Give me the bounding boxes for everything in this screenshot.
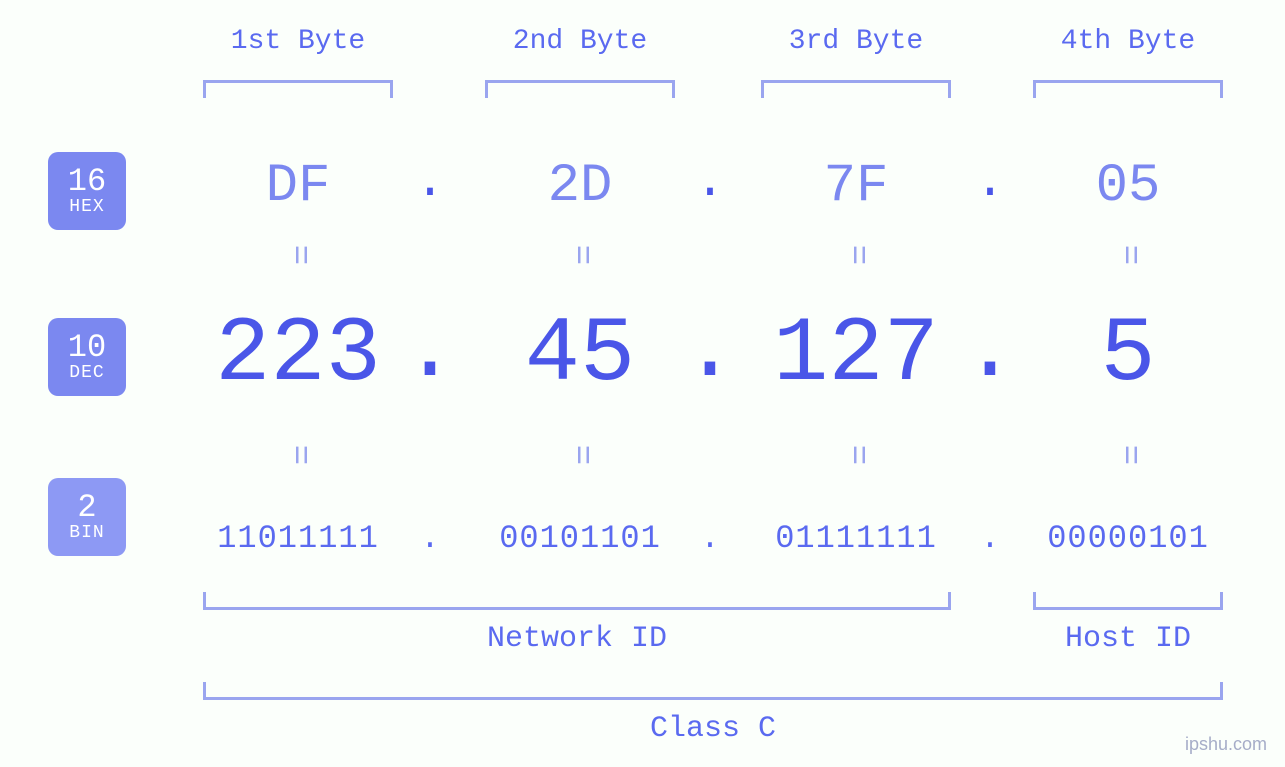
base-badge-bin-num: 2 <box>77 491 96 525</box>
host-id-bracket <box>1033 592 1223 610</box>
dec-dot-2: . <box>680 298 740 403</box>
class-label: Class C <box>203 712 1223 746</box>
hex-byte-1: DF <box>193 156 403 217</box>
equals-hexdec-2: = <box>561 235 599 275</box>
equals-decbin-4: = <box>1109 435 1147 475</box>
byte-4-header: 4th Byte <box>1023 26 1233 57</box>
base-badge-hex: 16HEX <box>48 152 126 230</box>
hex-dot-2: . <box>690 154 730 211</box>
hex-byte-3: 7F <box>751 156 961 217</box>
dec-byte-3: 127 <box>731 302 981 407</box>
dec-dot-3: . <box>960 298 1020 403</box>
byte-2-top-bracket <box>485 80 675 98</box>
byte-3-header: 3rd Byte <box>751 26 961 57</box>
equals-hexdec-3: = <box>837 235 875 275</box>
hex-dot-3: . <box>970 154 1010 211</box>
class-bracket <box>203 682 1223 700</box>
dec-dot-1: . <box>400 298 460 403</box>
equals-decbin-1: = <box>279 435 317 475</box>
equals-hexdec-1: = <box>279 235 317 275</box>
base-badge-dec-num: 10 <box>68 331 106 365</box>
hex-dot-1: . <box>410 154 450 211</box>
host-id-label: Host ID <box>1033 622 1223 656</box>
dec-byte-2: 45 <box>455 302 705 407</box>
network-id-bracket <box>203 592 951 610</box>
bin-dot-1: . <box>415 520 445 557</box>
byte-1-top-bracket <box>203 80 393 98</box>
dec-byte-1: 223 <box>173 302 423 407</box>
byte-3-top-bracket <box>761 80 951 98</box>
bin-dot-2: . <box>695 520 725 557</box>
equals-hexdec-4: = <box>1109 235 1147 275</box>
base-badge-dec: 10DEC <box>48 318 126 396</box>
watermark: ipshu.com <box>1185 734 1267 755</box>
base-badge-bin-sub: BIN <box>69 524 104 543</box>
equals-decbin-3: = <box>837 435 875 475</box>
equals-decbin-2: = <box>561 435 599 475</box>
bin-byte-2: 00101101 <box>445 520 715 557</box>
byte-2-header: 2nd Byte <box>475 26 685 57</box>
hex-byte-2: 2D <box>475 156 685 217</box>
base-badge-dec-sub: DEC <box>69 364 104 383</box>
base-badge-hex-num: 16 <box>68 165 106 199</box>
dec-byte-4: 5 <box>1003 302 1253 407</box>
hex-byte-4: 05 <box>1023 156 1233 217</box>
byte-1-header: 1st Byte <box>193 26 403 57</box>
bin-dot-3: . <box>975 520 1005 557</box>
bin-byte-1: 11011111 <box>163 520 433 557</box>
bin-byte-3: 01111111 <box>721 520 991 557</box>
base-badge-hex-sub: HEX <box>69 198 104 217</box>
byte-4-top-bracket <box>1033 80 1223 98</box>
bin-byte-4: 00000101 <box>993 520 1263 557</box>
network-id-label: Network ID <box>203 622 951 656</box>
base-badge-bin: 2BIN <box>48 478 126 556</box>
